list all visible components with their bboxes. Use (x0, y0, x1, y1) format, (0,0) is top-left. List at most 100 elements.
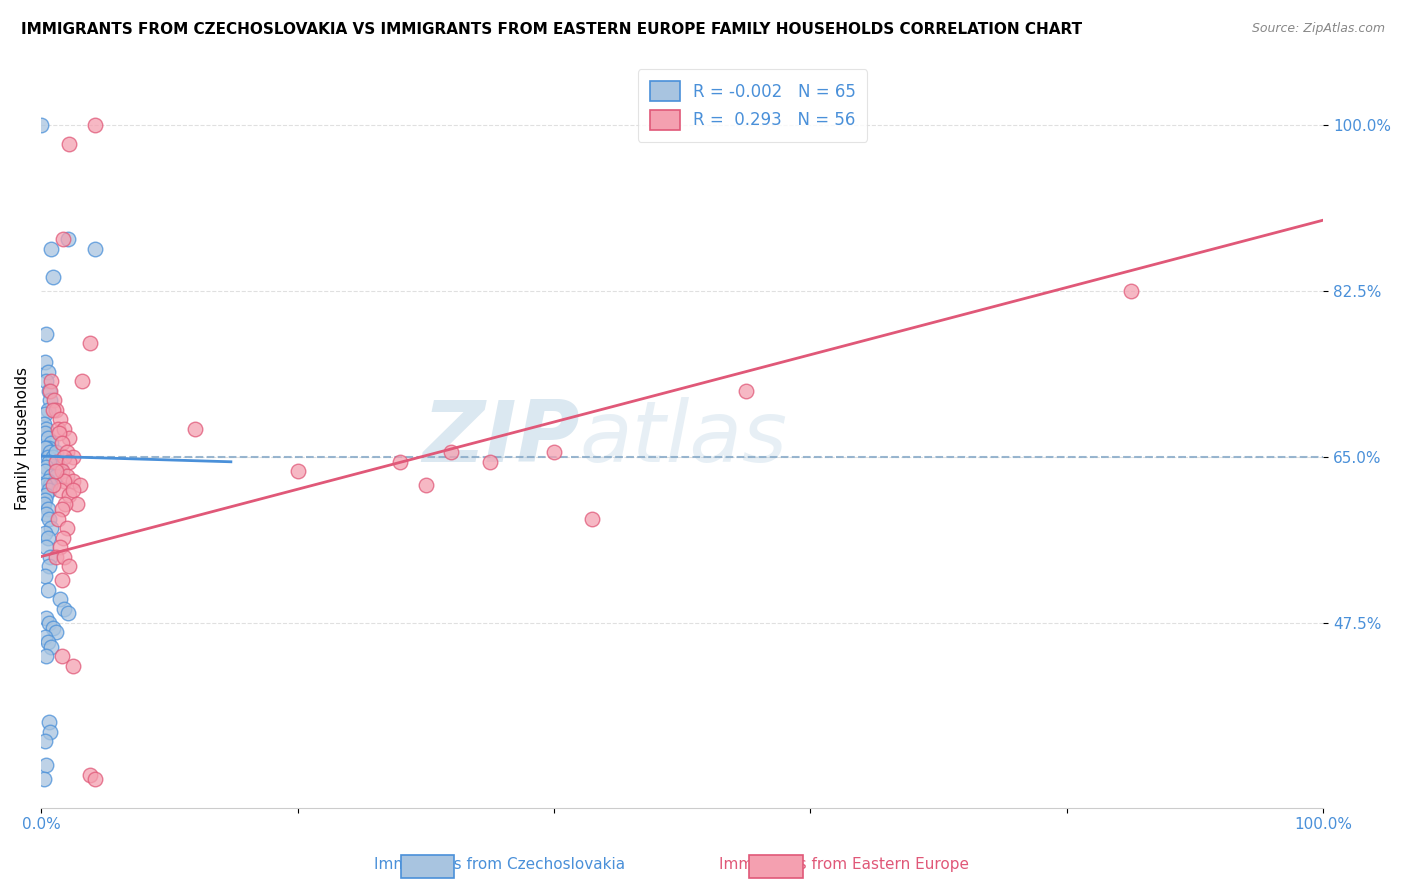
Point (51, 502, 73, 516)
Point (45, 402, 67, 417)
Point (58, 431, 80, 445)
Point (37, 431, 59, 445)
Point (45, 464, 67, 478)
Point (34, 441, 56, 455)
Point (45, 625, 67, 640)
Point (35, 441, 58, 455)
Point (37, 635, 59, 649)
Point (35, 648, 58, 663)
Point (79, 336, 101, 351)
Point (35, 507, 58, 521)
Point (38, 715, 60, 730)
Point (53, 474, 76, 488)
Point (35, 611, 58, 625)
Point (49, 459, 72, 474)
Text: Immigrants from Czechoslovakia: Immigrants from Czechoslovakia (374, 857, 624, 872)
Point (58, 559, 80, 574)
Point (478, 455, 501, 469)
Point (53, 450, 76, 464)
Point (45, 455, 67, 469)
Point (34, 492, 56, 507)
Point (51, 464, 73, 478)
Point (55, 445, 77, 459)
Point (34, 525, 56, 540)
Point (58, 137, 80, 152)
Point (49, 592, 72, 607)
Point (56, 232, 79, 246)
Point (41, 521, 63, 535)
Point (543, 445, 565, 459)
Text: IMMIGRANTS FROM CZECHOSLOVAKIA VS IMMIGRANTS FROM EASTERN EUROPE FAMILY HOUSEHOL: IMMIGRANTS FROM CZECHOSLOVAKIA VS IMMIGR… (21, 22, 1083, 37)
Point (30, 119, 52, 133)
Point (184, 422, 207, 436)
Point (37, 402, 59, 417)
Text: Immigrants from Eastern Europe: Immigrants from Eastern Europe (718, 857, 969, 872)
Point (55, 469, 77, 483)
Point (46, 511, 69, 525)
Text: Source: ZipAtlas.com: Source: ZipAtlas.com (1251, 22, 1385, 36)
Text: atlas: atlas (579, 397, 787, 480)
Point (51, 435, 73, 450)
Point (41, 270, 63, 285)
Point (51, 573, 73, 587)
Point (45, 469, 67, 483)
Point (32, 772, 55, 787)
Point (46, 422, 69, 436)
Point (34, 630, 56, 644)
Point (45, 445, 67, 459)
Point (38, 441, 60, 455)
Point (39, 478, 62, 492)
Point (32, 498, 55, 512)
Point (35, 758, 58, 772)
Point (34, 426, 56, 441)
Point (37, 531, 59, 545)
Point (35, 540, 58, 554)
Point (41, 621, 63, 635)
Point (581, 511, 603, 525)
Legend: R = -0.002   N = 65, R =  0.293   N = 56: R = -0.002 N = 65, R = 0.293 N = 56 (638, 70, 868, 142)
Point (56, 607, 79, 621)
Point (35, 422, 58, 436)
Point (41, 374, 63, 388)
Point (37, 450, 59, 464)
Point (38, 483, 60, 498)
Y-axis label: Family Households: Family Households (15, 367, 30, 509)
Point (34, 355, 56, 369)
Point (38, 384, 60, 398)
Point (42, 393, 65, 408)
Text: ZIP: ZIP (422, 397, 579, 480)
Point (34, 464, 56, 478)
Point (39, 393, 62, 408)
Point (58, 455, 80, 469)
Point (34, 408, 56, 422)
Point (38, 511, 60, 525)
Point (58, 488, 80, 502)
Point (1119, 284, 1142, 298)
Point (69, 478, 91, 492)
Point (34, 568, 56, 582)
Point (84, 119, 107, 133)
Point (79, 767, 101, 781)
Point (53, 601, 76, 615)
Point (35, 374, 58, 388)
Point (41, 435, 63, 450)
Point (34, 734, 56, 748)
Point (287, 464, 309, 478)
Point (49, 412, 72, 426)
Point (440, 445, 463, 459)
Point (32, 417, 55, 431)
Point (55, 521, 77, 535)
Point (53, 422, 76, 436)
Point (62, 474, 84, 488)
Point (84, 772, 107, 787)
Point (41, 402, 63, 417)
Point (389, 455, 412, 469)
Point (49, 483, 72, 498)
Point (62, 658, 84, 673)
Point (37, 502, 59, 516)
Point (34, 478, 56, 492)
Point (41, 242, 63, 256)
Point (52, 232, 75, 246)
Point (49, 540, 72, 554)
Point (53, 549, 76, 564)
